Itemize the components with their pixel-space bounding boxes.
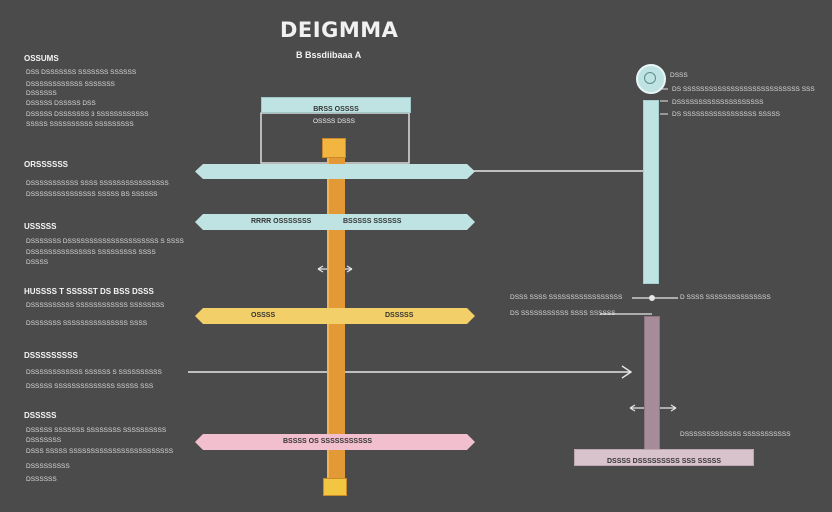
right-mid-line: DS SSSSSSSSSSS SSSS SSSSSS [510,310,616,317]
diagram-title: DEIGMMA [280,18,399,42]
right-bottom-line: DSSSSSSSSSSSSS SSSSSSSSSSS [680,431,791,438]
section-line: DSSSSS SSSSSSS SSSSSSSS SSSSSSSSSS [26,427,167,434]
bar-left-label: RRRR OSSSSSSS [251,218,312,225]
diagram-subtitle: B Bssdiibaaa A [296,50,362,60]
right-mid-line: D SSSS SSSSSSSSSSSSSSS [680,294,771,301]
section-heading: DSSSSS [24,411,57,420]
right-top-line: DS SSSSSSSSSSSSSSSSSSSSSSSSSSS SSS [672,86,815,93]
top-box-label: BRSS OSSSS [313,106,359,113]
bar-pink: BSSSS OS SSSSSSSSSSS [195,434,475,450]
section-line: DSSSSSSS [26,437,62,444]
section-heading: HUSSSS T SSSSST DS BSS DSSS [24,287,154,296]
right-top-line: DSSSSSSSSSSSSSSSSSSSS [672,99,764,106]
column-bottom-cap [323,478,347,496]
section-line: DSSSSS SSSSSSSSSSSSSS SSSSS SSS [26,383,154,390]
node-circle-icon [636,64,666,94]
section-heading: ORSSSSSS [24,160,69,169]
section-line: DSSSS [26,259,49,266]
section-line: SSSSS SSSSSSSSSS SSSSSSSSS [26,121,134,128]
right-bottom-box-label: DSSSS DSSSSSSSSS SSS SSSSS [607,458,721,465]
top-box-header: BRSS OSSSS [261,97,411,113]
right-mid-line: DSSS SSSS SSSSSSSSSSSSSSSSS [510,294,623,301]
section-line: DSSSSS DSSSSS DSS [26,100,96,107]
section-heading: OSSUMS [24,54,59,63]
section-line: DSS DSSSSSSS SSSSSSS SSSSSS [26,69,137,76]
section-line: DSSS SSSSS SSSSSSSSSSSSSSSSSSSSSSSS [26,448,174,455]
section-line: DSSSSSSSSSS SSSSSSSSSSSS SSSSSSSS [26,302,165,309]
section-line: DSSSSSSS DSSSSSSSSSSSSSSSSSSSSS S SSSS [26,238,184,245]
bar-yellow: OSSSS DSSSSS [195,308,475,324]
bar-left-label: OSSSS [251,312,276,319]
section-line: DSSSSSS [26,476,57,483]
section-line: DSSSSSSSSSSSSSSS SSSSSSSSS SSSS [26,249,156,256]
section-heading: USSSSS [24,222,57,231]
column-top-cap [322,138,346,158]
right-teal-column [643,100,659,284]
right-top-line: DSSS [670,72,688,79]
top-box-sub: OSSSS DSSS [313,118,355,125]
bar-right-label: BSSSSS SSSSSS [343,218,402,225]
bar-right-label: DSSSSS [385,312,414,319]
section-line: DSSSSS DSSSSSSS 3 SSSSSSSSSSSS [26,111,149,118]
right-mauve-column [644,316,660,456]
section-line: DSSSSSS [26,90,57,97]
section-line: DSSSSSSSSS [26,463,70,470]
section-heading: DSSSSSSSSS [24,351,78,360]
section-line: DSSSSSSS SSSSSSSSSSSSSSS SSSS [26,320,148,327]
section-line: DSSSSSSSSSSSS SSSSSS S SSSSSSSSSS [26,369,162,376]
bar-teal-top [195,164,475,179]
bar-teal-middle: RRRR OSSSSSSS BSSSSS SSSSSS [195,214,475,230]
section-line: DSSSSSSSSSSSS SSSSSSS [26,81,115,88]
bar-left-label: BSSSS OS SSSSSSSSSSS [283,438,373,445]
right-bottom-box: DSSSS DSSSSSSSSS SSS SSSSS [574,449,754,466]
right-top-line: DS SSSSSSSSSSSSSSSSS SSSSS [672,111,781,118]
section-line: DSSSSSSSSSSS SSSS SSSSSSSSSSSSSSSS [26,180,169,187]
section-line: DSSSSSSSSSSSSSSS SSSSS BS SSSSSS [26,191,158,198]
